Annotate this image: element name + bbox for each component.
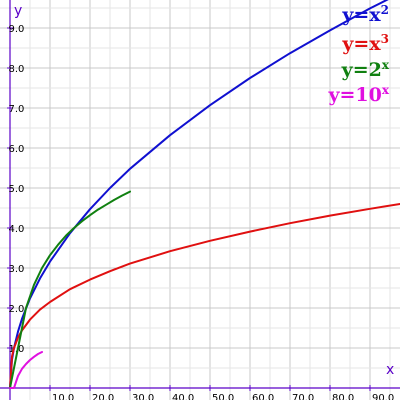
series-line-4 [9, 351, 43, 389]
y-tick-label: 9.0 [9, 24, 25, 35]
legend: y=x2 y=x3 y=2xy=10x [327, 3, 389, 106]
x-tick-label: 70.0 [292, 393, 314, 400]
x-axis-label: x [386, 362, 394, 378]
tick-labels: 10.0 20.0 30.0 40.0 50.0 60.0 70.0 80.0 90.0 1.0 2… [9, 24, 395, 400]
y-tick-label: 5.0 [9, 184, 25, 195]
x-tick-label: 80.0 [332, 393, 354, 400]
x-tick-label: 40.0 [172, 393, 194, 400]
x-tick-label: 20.0 [92, 393, 114, 400]
y-axis-label: y [14, 3, 22, 19]
legend-entry-4: y=10x [327, 83, 389, 106]
series-curves [9, 0, 400, 389]
y-tick-label: 4.0 [9, 224, 25, 235]
legend-entry-3: y=2x [341, 58, 390, 81]
y-tick-label: 7.0 [9, 104, 25, 115]
legend-entry-1: y=x2 [341, 3, 389, 26]
x-tick-label: 10.0 [52, 393, 74, 400]
y-tick-label: 2.0 [9, 304, 25, 315]
x-tick-label: 90.0 [372, 393, 394, 400]
legend-entry-2: y=x3 [341, 32, 389, 55]
series-line-3 [9, 190, 131, 389]
y-tick-label: 1.0 [9, 344, 25, 355]
x-tick-label: 30.0 [132, 393, 154, 400]
y-tick-label: 3.0 [9, 264, 25, 275]
y-tick-label: 6.0 [9, 144, 25, 155]
x-tick-label: 60.0 [252, 393, 274, 400]
series-line-2 [9, 203, 400, 389]
x-tick-label: 50.0 [212, 393, 234, 400]
y-tick-label: 8.0 [9, 64, 25, 75]
series-line-1 [9, 0, 389, 389]
